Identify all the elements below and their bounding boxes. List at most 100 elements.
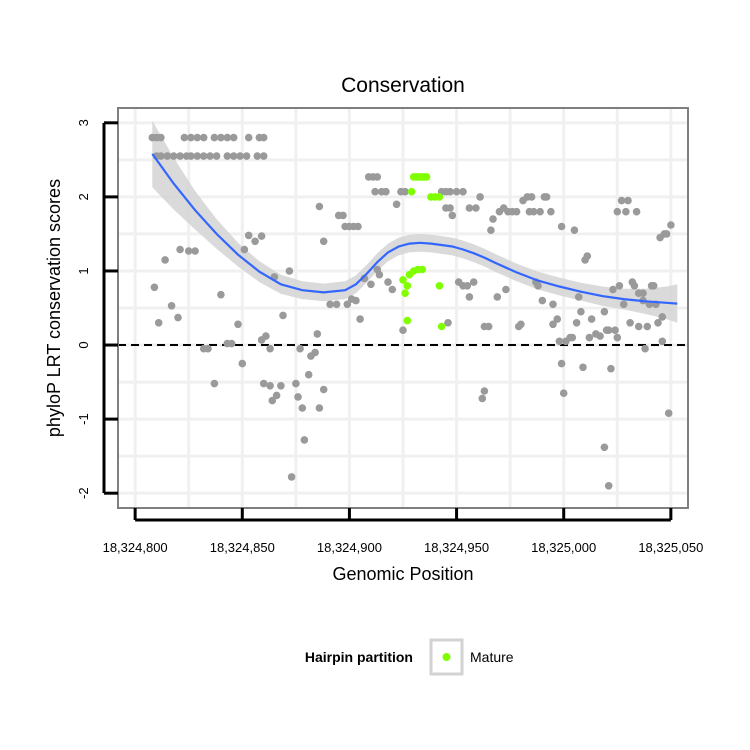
data-point-other xyxy=(217,133,225,142)
data-point-other xyxy=(489,215,497,223)
data-point-other xyxy=(244,231,253,240)
data-point-other xyxy=(444,319,452,327)
data-point-other xyxy=(206,152,214,160)
data-point-other xyxy=(253,152,262,160)
data-point-other xyxy=(632,207,641,216)
data-point-other xyxy=(465,293,474,301)
data-point-other xyxy=(223,133,232,142)
data-point-other xyxy=(285,267,294,275)
data-point-other xyxy=(176,245,184,254)
data-point-other xyxy=(626,319,634,327)
data-point-other xyxy=(643,322,652,331)
data-point-other xyxy=(315,202,324,211)
data-point-other xyxy=(654,319,662,327)
data-point-other xyxy=(480,387,489,395)
legend: Hairpin partition Mature xyxy=(305,638,514,676)
data-point-other xyxy=(613,333,622,342)
data-point-other xyxy=(319,237,328,246)
data-point-other xyxy=(367,280,375,289)
data-point-other xyxy=(315,404,324,412)
data-point-other xyxy=(529,207,538,216)
data-point-mature xyxy=(437,322,446,331)
data-point-other xyxy=(619,300,628,309)
y-tick-label: 1 xyxy=(76,267,91,274)
data-point-other xyxy=(664,409,673,418)
data-point-other xyxy=(272,391,281,400)
data-point-other xyxy=(259,133,268,142)
data-point-other xyxy=(641,344,649,353)
data-point-other xyxy=(161,256,169,264)
data-point-other xyxy=(630,282,639,290)
data-point-other xyxy=(585,333,594,342)
data-point-other xyxy=(268,396,277,405)
data-point-other xyxy=(356,315,364,323)
data-point-other xyxy=(392,200,401,209)
data-point-other xyxy=(180,133,189,142)
legend-label-mature: Mature xyxy=(470,649,514,665)
data-points xyxy=(148,133,675,490)
data-point-other xyxy=(229,133,238,142)
data-point-other xyxy=(574,293,583,301)
x-tick-label: 18,324,900 xyxy=(317,540,382,555)
data-point-other xyxy=(579,363,587,372)
data-point-other xyxy=(600,443,609,452)
data-point-other xyxy=(502,285,510,294)
data-point-other xyxy=(568,333,577,342)
data-point-other xyxy=(354,222,362,231)
data-point-other xyxy=(484,322,493,331)
data-point-other xyxy=(465,204,474,212)
data-point-other xyxy=(649,282,658,290)
data-point-other xyxy=(223,152,232,160)
data-point-mature xyxy=(435,282,444,290)
data-point-other xyxy=(587,315,596,323)
data-point-other xyxy=(154,319,163,327)
y-axis-title: phyloP LRT conservation scores xyxy=(44,179,64,437)
data-point-other xyxy=(622,207,630,216)
data-point-other xyxy=(242,152,251,160)
chart-title: Conservation xyxy=(341,74,465,97)
data-point-other xyxy=(311,348,319,357)
data-point-other xyxy=(157,133,165,142)
data-point-other xyxy=(401,187,409,196)
y-tick-label: 0 xyxy=(76,341,91,348)
data-point-other xyxy=(613,207,622,216)
x-tick-label: 18,324,850 xyxy=(210,540,275,555)
data-point-other xyxy=(472,204,480,212)
data-point-other xyxy=(266,382,274,390)
data-point-other xyxy=(300,436,309,444)
data-point-other xyxy=(244,133,253,142)
data-point-other xyxy=(191,247,199,255)
smooth-trend-line xyxy=(151,153,678,305)
data-point-other xyxy=(296,344,304,353)
data-point-other xyxy=(257,232,266,240)
data-point-other xyxy=(547,207,555,216)
legend-key-mature-dot xyxy=(442,653,451,661)
data-point-other xyxy=(251,237,259,246)
data-point-other xyxy=(534,282,542,290)
data-point-other xyxy=(371,187,379,196)
data-point-other xyxy=(557,359,566,368)
data-point-other xyxy=(553,315,562,323)
data-point-other xyxy=(332,300,341,309)
data-point-other xyxy=(187,133,195,142)
data-point-other xyxy=(292,379,300,388)
data-point-other xyxy=(382,187,390,196)
data-point-other xyxy=(176,152,184,160)
data-point-other xyxy=(217,290,225,299)
data-point-other xyxy=(459,187,467,196)
data-point-other xyxy=(446,187,454,196)
data-point-other xyxy=(570,226,579,234)
data-point-other xyxy=(187,152,195,160)
data-point-other xyxy=(527,193,536,201)
data-point-other xyxy=(169,152,178,160)
data-point-other xyxy=(512,207,521,216)
data-point-other xyxy=(229,152,238,160)
data-point-mature xyxy=(399,276,407,284)
data-point-other xyxy=(174,313,182,322)
data-point-mature xyxy=(401,289,409,298)
data-point-other xyxy=(199,152,208,160)
x-axis-title: Genomic Position xyxy=(332,564,473,584)
data-point-mature xyxy=(403,282,412,290)
y-tick-label: 2 xyxy=(76,193,91,200)
data-point-other xyxy=(259,152,268,160)
